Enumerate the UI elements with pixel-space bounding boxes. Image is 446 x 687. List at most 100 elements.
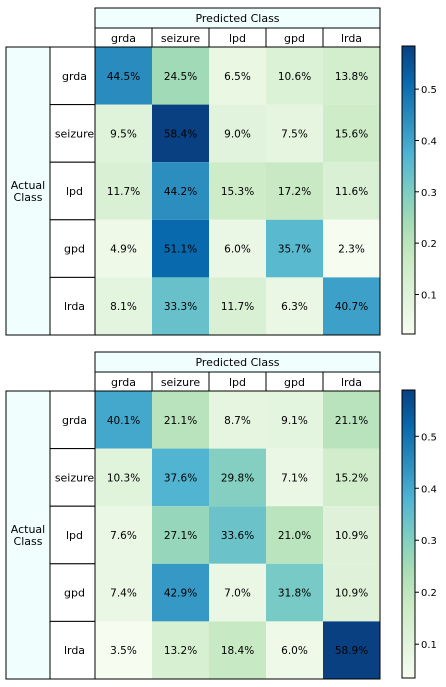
heatmap-cell xyxy=(95,277,152,335)
confusion-matrix-panel-2: Predicted Class grda seizure lpd gpd lrda Actu… xyxy=(5,351,437,680)
cell-value-label: 8.7% xyxy=(224,415,251,427)
cell-value-label: 7.5% xyxy=(281,128,308,140)
cell-value-label: 3.5% xyxy=(110,645,137,657)
colorbar-tick-label: 0.3 xyxy=(421,188,437,199)
colorbar-tick-label: 0.2 xyxy=(421,239,437,250)
colorbar-tick-label: 0.3 xyxy=(421,536,437,547)
cell-value-label: 10.6% xyxy=(278,71,311,83)
heatmap-cell xyxy=(209,104,266,163)
colorbar-tick-label: 0.5 xyxy=(421,432,437,443)
cell-value-label: 10.3% xyxy=(107,472,140,484)
heatmap-cell xyxy=(209,219,266,278)
heatmap-cell xyxy=(95,219,152,278)
actual-class-header: Class xyxy=(14,191,43,204)
cell-value-label: 11.7% xyxy=(221,301,254,313)
row-label-box xyxy=(49,161,96,221)
heatmap-cell xyxy=(266,277,323,335)
column-label: grda xyxy=(111,376,136,389)
heatmap-cell xyxy=(323,104,380,163)
row-label: lpd xyxy=(66,185,83,198)
cell-value-label: 15.3% xyxy=(221,186,254,198)
heatmap-cell xyxy=(323,47,380,105)
heatmap-cell xyxy=(209,277,266,335)
row-label: lpd xyxy=(66,529,83,542)
cell-value-label: 17.2% xyxy=(278,186,311,198)
heatmap-cell xyxy=(95,391,152,449)
cell-value-label: 58.4% xyxy=(164,128,197,140)
cell-value-label: 33.3% xyxy=(164,301,197,313)
colorbar-tick-label: 0.5 xyxy=(421,85,437,96)
cell-value-label: 35.7% xyxy=(278,244,311,256)
heatmap-cell xyxy=(323,563,380,622)
column-label: gpd xyxy=(284,32,305,45)
heatmap-cell xyxy=(152,162,209,220)
actual-class-header: Actual xyxy=(11,179,45,192)
cell-value-label: 44.5% xyxy=(107,71,140,83)
cell-value-label: 40.1% xyxy=(107,415,140,427)
column-label: lrda xyxy=(341,376,362,389)
cell-value-label: 15.2% xyxy=(335,472,368,484)
heatmap-cell xyxy=(323,391,380,449)
heatmap-cell xyxy=(95,448,152,507)
colorbar-tick-label: 0.4 xyxy=(421,136,437,147)
cell-value-label: 11.6% xyxy=(335,186,368,198)
cell-value-label: 21.1% xyxy=(335,415,368,427)
column-label: lpd xyxy=(229,32,246,45)
row-label: grda xyxy=(62,70,87,83)
cell-value-label: 2.3% xyxy=(338,244,365,256)
row-label-box xyxy=(49,448,96,507)
actual-class-header-box xyxy=(5,46,51,336)
heatmap-cell xyxy=(266,563,323,622)
heatmap-cell xyxy=(323,448,380,507)
heatmap-cell xyxy=(95,104,152,163)
row-label: grda xyxy=(62,414,87,427)
heatmap-cell xyxy=(209,621,266,679)
row-label-box xyxy=(49,620,96,680)
cell-value-label: 21.0% xyxy=(278,530,311,542)
heatmap-cell xyxy=(323,219,380,278)
row-label-box xyxy=(49,104,96,163)
cell-value-label: 33.6% xyxy=(221,530,254,542)
cell-value-label: 10.9% xyxy=(335,530,368,542)
heatmap-cell xyxy=(95,47,152,105)
cell-value-label: 44.2% xyxy=(164,186,197,198)
row-label-box xyxy=(49,390,96,450)
cell-value-label: 7.0% xyxy=(224,588,251,600)
cell-value-label: 6.5% xyxy=(224,71,251,83)
cell-value-label: 9.0% xyxy=(224,128,251,140)
cell-value-label: 27.1% xyxy=(164,530,197,542)
heatmap-cell xyxy=(209,563,266,622)
colorbar-tick-label: 0.2 xyxy=(421,588,437,599)
heatmap-border xyxy=(94,46,381,336)
cell-value-label: 29.8% xyxy=(221,472,254,484)
row-label: lrda xyxy=(64,300,85,313)
heatmap-cell xyxy=(152,448,209,507)
cell-value-label: 7.1% xyxy=(281,472,308,484)
column-label: lpd xyxy=(229,376,246,389)
cell-value-label: 40.7% xyxy=(335,301,368,313)
colorbar-tick-label: 0.1 xyxy=(421,640,437,651)
heatmap-cell xyxy=(95,621,152,679)
heatmap-cell xyxy=(266,448,323,507)
heatmap-cell xyxy=(266,219,323,278)
cell-value-label: 15.6% xyxy=(335,128,368,140)
cell-value-label: 18.4% xyxy=(221,645,254,657)
cell-value-label: 8.1% xyxy=(110,301,137,313)
heatmap-cell xyxy=(209,162,266,220)
heatmap-cell xyxy=(323,621,380,679)
heatmap-cell xyxy=(95,162,152,220)
heatmap-cell xyxy=(209,47,266,105)
predicted-class-header: Predicted Class xyxy=(195,356,279,369)
heatmap-cell xyxy=(95,506,152,564)
heatmap-cell xyxy=(266,104,323,163)
confusion-matrix-panel-1: Predicted Class grda seizure lpd gpd lrda Actu… xyxy=(5,7,437,336)
column-label: seizure xyxy=(161,376,201,389)
cell-value-label: 6.0% xyxy=(281,645,308,657)
actual-class-header: Actual xyxy=(11,523,45,536)
row-label: seizure xyxy=(55,127,95,140)
colorbar xyxy=(401,389,416,679)
cell-value-label: 21.1% xyxy=(164,415,197,427)
heatmap-cell xyxy=(323,162,380,220)
column-label: gpd xyxy=(284,376,305,389)
cell-value-label: 24.5% xyxy=(164,71,197,83)
